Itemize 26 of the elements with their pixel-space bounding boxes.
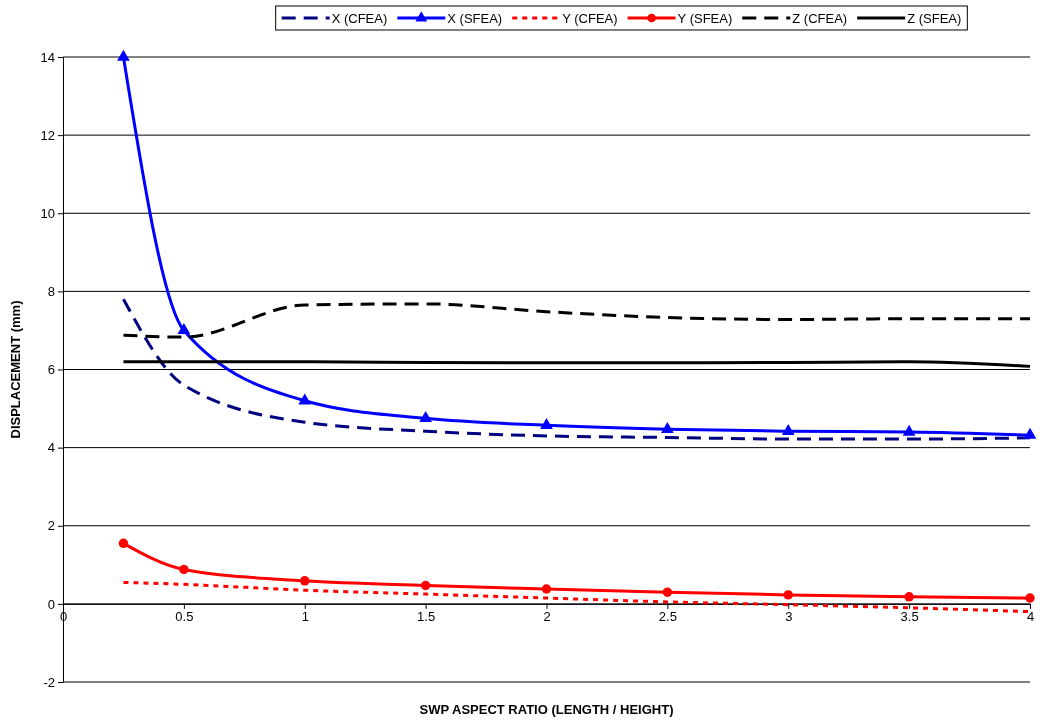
x-tick-label: 1 (301, 609, 309, 625)
y-tick-label: 14 (40, 49, 55, 65)
legend-label: X (SFEA) (447, 11, 503, 26)
y-tick-label: 12 (40, 127, 55, 143)
y-tick-label: 8 (47, 284, 55, 300)
legend-label: Z (CFEA) (792, 11, 848, 26)
line-series (121, 302, 1032, 339)
y-tick-label: 6 (47, 362, 55, 378)
legend-label: Z (SFEA) (907, 11, 962, 26)
x-tick-label: 2 (543, 609, 551, 625)
y-tick-label: 0 (47, 596, 55, 612)
x-tick-label: 3.5 (900, 609, 919, 625)
x-tick-label: 0.5 (175, 609, 194, 625)
y-tick-label: 10 (40, 205, 55, 221)
legend-label: Y (SFEA) (677, 11, 733, 26)
legend-label: X (CFEA) (331, 11, 388, 26)
x-tick-label: 3 (785, 609, 793, 625)
x-axis-title: SWP ASPECT RATIO (LENGTH / HEIGHT) (419, 702, 674, 717)
legend-label: Y (CFEA) (562, 11, 618, 26)
y-axis-title: DISPLACEMENT (mm) (8, 300, 23, 439)
y-tick-label: -2 (43, 674, 55, 690)
x-tick-label: 4 (1026, 609, 1035, 625)
x-tick-label: 2.5 (658, 609, 677, 625)
y-tick-label: 2 (47, 518, 55, 534)
y-tick-label: 4 (47, 440, 55, 456)
x-tick-label: 1.5 (417, 609, 436, 625)
